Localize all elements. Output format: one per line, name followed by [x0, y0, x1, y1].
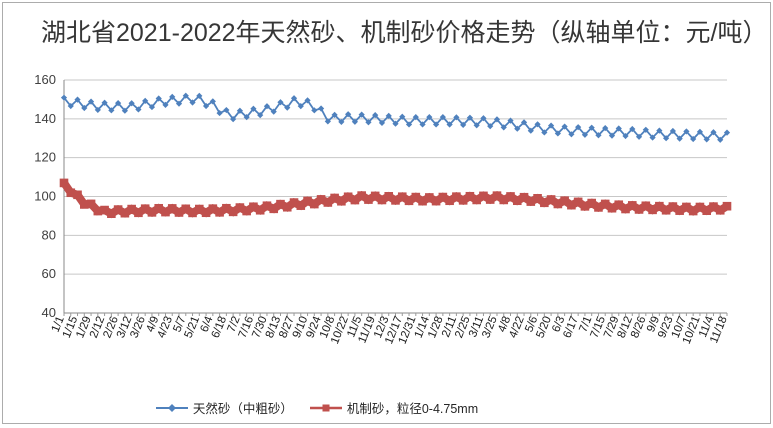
svg-text:80: 80 [42, 227, 56, 242]
svg-text:60: 60 [42, 266, 56, 281]
svg-text:120: 120 [34, 150, 56, 165]
svg-text:100: 100 [34, 189, 56, 204]
svg-text:140: 140 [34, 111, 56, 126]
svg-text:160: 160 [34, 72, 56, 87]
